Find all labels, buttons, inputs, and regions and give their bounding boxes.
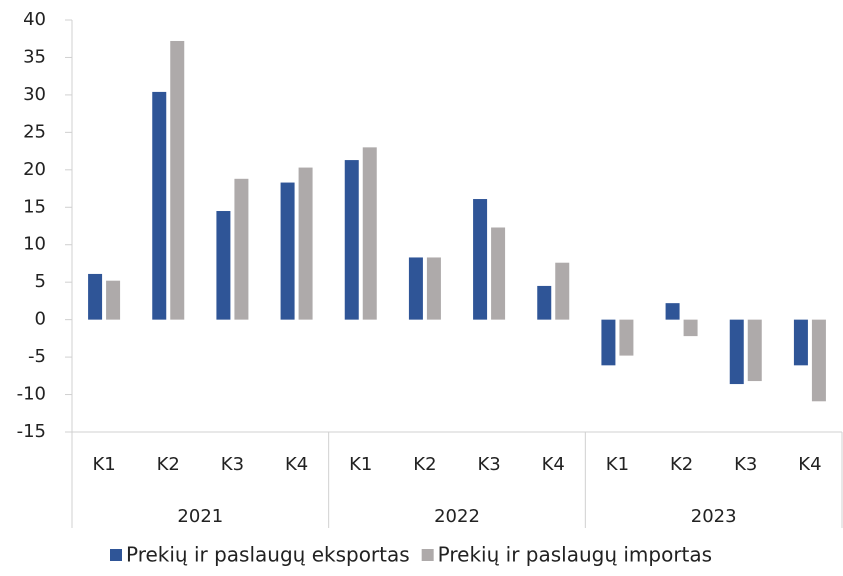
- bar: [683, 319, 698, 337]
- group-label: 2023: [691, 506, 737, 527]
- y-tick-label: 10: [23, 234, 46, 255]
- bar: [152, 91, 167, 320]
- x-tick-label: K2: [157, 454, 180, 475]
- bar: [473, 199, 488, 320]
- bar: [793, 319, 808, 366]
- bar: [298, 167, 313, 320]
- legend-swatch: [421, 549, 434, 561]
- y-tick-label: 30: [23, 84, 46, 105]
- x-tick-label: K4: [542, 454, 565, 475]
- bar: [491, 227, 506, 320]
- x-tick-label: K4: [285, 454, 308, 475]
- bar: [747, 319, 762, 382]
- y-tick-label: 40: [23, 9, 46, 30]
- x-tick-label: K3: [477, 454, 500, 475]
- y-tick-label: 20: [23, 159, 46, 180]
- x-tick-label: K3: [734, 454, 757, 475]
- group-label: 2021: [177, 506, 223, 527]
- bar: [106, 280, 121, 320]
- legend-label: Prekių ir paslaugų importas: [438, 543, 712, 567]
- x-tick-label: K1: [349, 454, 372, 475]
- bar: [362, 147, 377, 320]
- y-tick-label: 25: [23, 121, 46, 142]
- bar: [426, 257, 441, 320]
- y-tick-label: -5: [28, 346, 46, 367]
- y-tick-label: 35: [23, 46, 46, 67]
- bar: [234, 178, 249, 320]
- bar: [280, 182, 295, 320]
- x-tick-label: K1: [606, 454, 629, 475]
- x-tick-label: K2: [670, 454, 693, 475]
- bar: [619, 319, 634, 356]
- legend-label: Prekių ir paslaugų eksportas: [126, 543, 410, 567]
- y-tick-label: -15: [17, 421, 46, 442]
- x-tick-label: K4: [798, 454, 821, 475]
- bar: [555, 262, 570, 320]
- x-tick-label: K1: [92, 454, 115, 475]
- group-label: 2022: [434, 506, 480, 527]
- x-tick-label: K2: [413, 454, 436, 475]
- y-tick-label: 15: [23, 196, 46, 217]
- bar: [88, 273, 103, 320]
- bar: [601, 319, 616, 366]
- bar: [170, 40, 185, 320]
- y-tick-label: 0: [35, 309, 46, 330]
- bar: [665, 303, 680, 320]
- bar: [729, 319, 744, 385]
- bar: [537, 285, 552, 320]
- bar: [408, 257, 423, 320]
- bar: [344, 160, 359, 320]
- y-tick-label: -10: [17, 384, 46, 405]
- y-tick-label: 5: [35, 271, 46, 292]
- bar: [216, 211, 231, 320]
- bar: [811, 319, 826, 402]
- legend-swatch: [110, 549, 122, 561]
- x-tick-label: K3: [221, 454, 244, 475]
